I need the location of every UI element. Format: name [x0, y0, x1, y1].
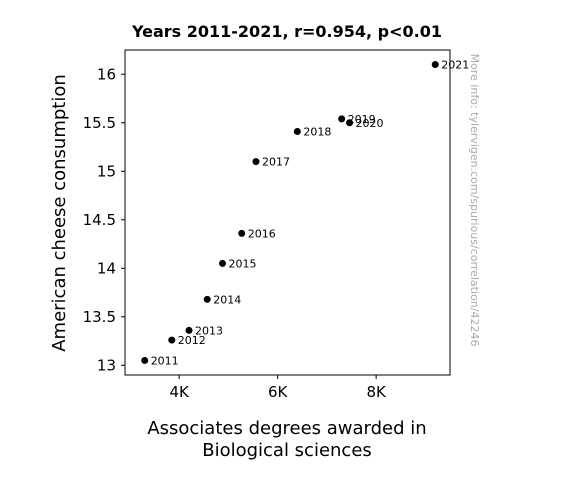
y-tick-label: 15.5 [83, 114, 116, 132]
data-point [338, 115, 346, 123]
data-point-label: 2013 [195, 324, 223, 337]
plot-area [124, 49, 451, 376]
source-watermark: More info: tylervigen.com/spurious/corre… [468, 54, 481, 347]
y-tick-label: 13 [97, 356, 116, 374]
data-point-label: 2018 [303, 125, 331, 138]
data-point-label: 2012 [178, 334, 206, 347]
x-axis-label-line-1: Associates degrees awarded in [147, 418, 426, 439]
data-point [141, 356, 149, 364]
data-point-label: 2017 [262, 156, 290, 169]
data-point [185, 326, 193, 334]
x-tick-label: 4K [169, 383, 190, 401]
chart-title: Years 2011-2021, r=0.954, p<0.01 [131, 22, 442, 41]
y-tick-label: 15 [97, 162, 116, 180]
data-point [168, 336, 176, 344]
data-point [238, 229, 246, 237]
data-point-label: 2014 [213, 293, 241, 306]
data-point-label: 2015 [229, 257, 257, 270]
data-point [252, 158, 260, 166]
y-axis-label: American cheese consumption [49, 74, 70, 352]
y-tick-label: 16 [97, 65, 116, 83]
data-point-label: 2011 [151, 354, 179, 367]
x-tick-label: 8K [366, 383, 387, 401]
y-tick-label: 14 [97, 259, 116, 277]
data-point-label: 2021 [441, 59, 469, 72]
x-axis-label-line-2: Biological sciences [202, 440, 372, 461]
data-point-label: 2020 [356, 117, 384, 130]
y-tick-label: 14.5 [83, 211, 116, 229]
data-point [219, 259, 226, 267]
y-tick-label: 13.5 [83, 308, 116, 326]
data-point [431, 61, 439, 69]
data-point-label: 2016 [248, 227, 276, 240]
data-point [293, 127, 301, 135]
data-point-label: 2019 [348, 113, 376, 126]
x-tick-label: 6K [268, 383, 289, 401]
y-axis-ticks: 13 13.5 14 14.5 15 15.5 16 [83, 65, 125, 374]
data-point [346, 119, 354, 127]
x-axis-ticks: 4K 6K 8K [169, 375, 387, 401]
data-point [203, 295, 211, 303]
